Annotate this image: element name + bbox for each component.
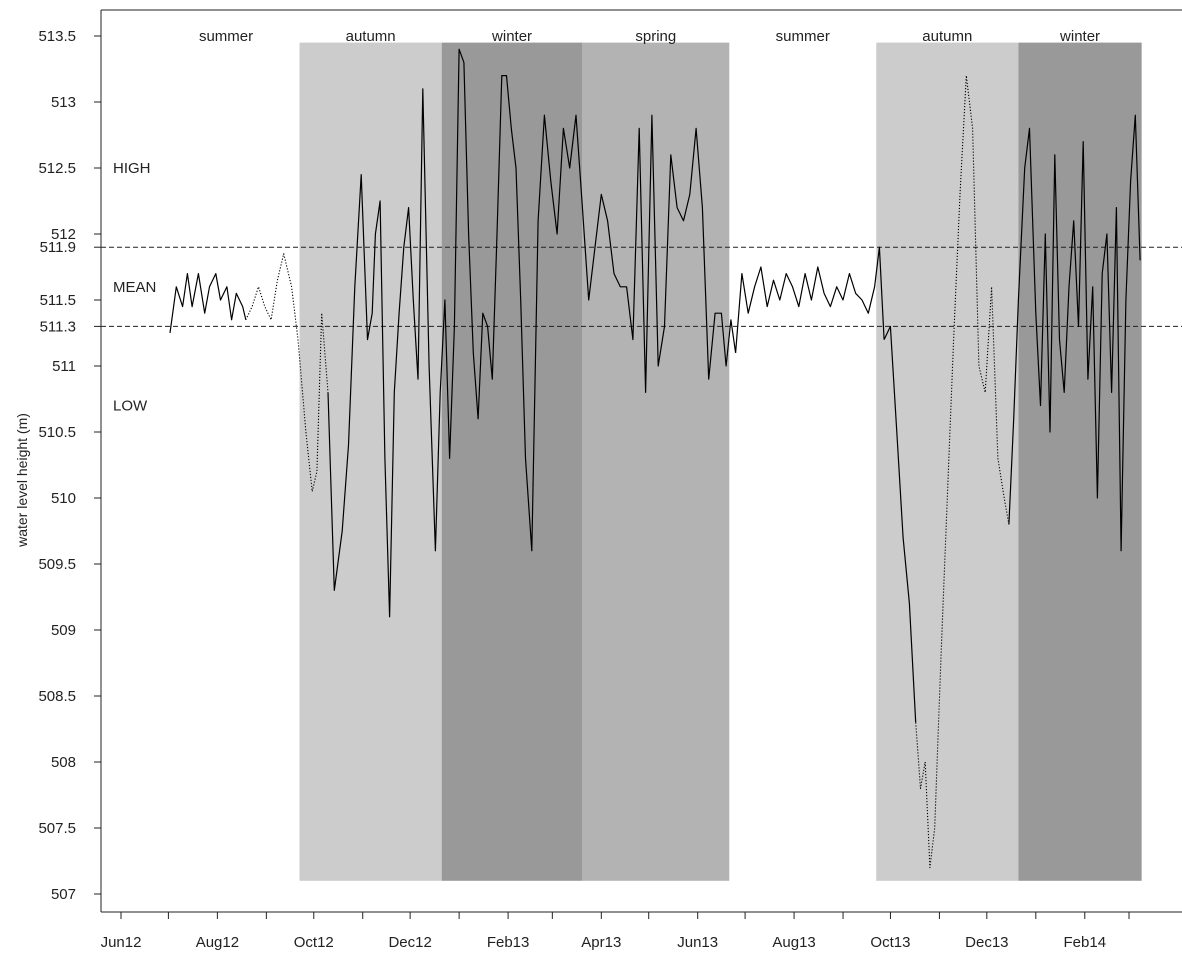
y-tick-label: 511.3: [40, 318, 76, 335]
x-tick-label: Aug12: [196, 934, 239, 951]
y-tick-label: 511.5: [40, 292, 76, 309]
y-tick-label: 511: [52, 358, 76, 375]
y-tick-label: 513: [51, 94, 76, 111]
season-label-autumn: autumn: [922, 28, 972, 45]
y-axis-ticks: 507 507.5 508 508.5 509 509.5 510 510.5 511 511.5…: [38, 28, 101, 903]
y-tick-label: 507: [51, 886, 76, 903]
level-labels: HIGH MEAN LOW: [113, 160, 156, 415]
x-tick-label: Aug13: [772, 934, 815, 951]
season-band-spring: [582, 42, 730, 881]
level-label-mean: MEAN: [113, 279, 156, 296]
y-tick-label: 512.5: [38, 160, 76, 177]
series-line-4: [327, 48, 737, 618]
x-tick-label: Feb14: [1064, 934, 1107, 951]
season-band-autumn: [299, 42, 442, 881]
series-line-5: [735, 246, 885, 353]
season-label-summer: summer: [776, 28, 830, 45]
x-tick-label: Jun13: [677, 934, 718, 951]
y-tick-label: 507.5: [38, 820, 76, 837]
level-label-high: HIGH: [113, 160, 151, 177]
x-tick-label: Oct12: [294, 934, 334, 951]
series-line-3: [311, 312, 329, 492]
season-bands: [299, 42, 1142, 881]
series-lines: [169, 48, 1141, 869]
y-tick-label: 510: [51, 490, 76, 507]
season-label-winter: winter: [1059, 28, 1100, 45]
y-tick-label: 512: [51, 226, 76, 243]
season-band-winter: [1018, 42, 1142, 881]
season-labels: summer autumn winter spring summer autumn wint…: [199, 28, 1100, 45]
series-line-2: [245, 253, 313, 492]
series-line-6: [883, 325, 917, 723]
x-axis-ticks: Jun12 Aug12 Oct12 Dec12 Feb13 Apr13 Jun13 Aug13…: [101, 912, 1130, 951]
y-tick-label: 509: [51, 622, 76, 639]
x-tick-label: Dec13: [965, 934, 1008, 951]
season-label-spring: spring: [635, 28, 676, 45]
season-label-summer: summer: [199, 28, 253, 45]
x-tick-label: Feb13: [487, 934, 530, 951]
y-tick-label: 511.9: [40, 239, 76, 256]
series-line-8: [1008, 114, 1141, 552]
y-tick-label: 513.5: [38, 28, 76, 45]
y-tick-label: 510.5: [38, 424, 76, 441]
season-band-winter: [441, 42, 583, 881]
season-label-winter: winter: [491, 28, 532, 45]
level-label-low: LOW: [113, 398, 148, 415]
season-band-autumn: [876, 42, 1019, 881]
series-line-1: [169, 273, 247, 334]
y-tick-label: 508.5: [38, 688, 76, 705]
x-tick-label: Dec12: [388, 934, 431, 951]
y-axis-title: water level height (m): [14, 413, 30, 548]
x-tick-label: Oct13: [870, 934, 910, 951]
x-tick-label: Jun12: [101, 934, 142, 951]
x-tick-label: Apr13: [581, 934, 621, 951]
y-tick-label: 509.5: [38, 556, 76, 573]
y-tick-label: 508: [51, 754, 76, 771]
season-label-autumn: autumn: [346, 28, 396, 45]
